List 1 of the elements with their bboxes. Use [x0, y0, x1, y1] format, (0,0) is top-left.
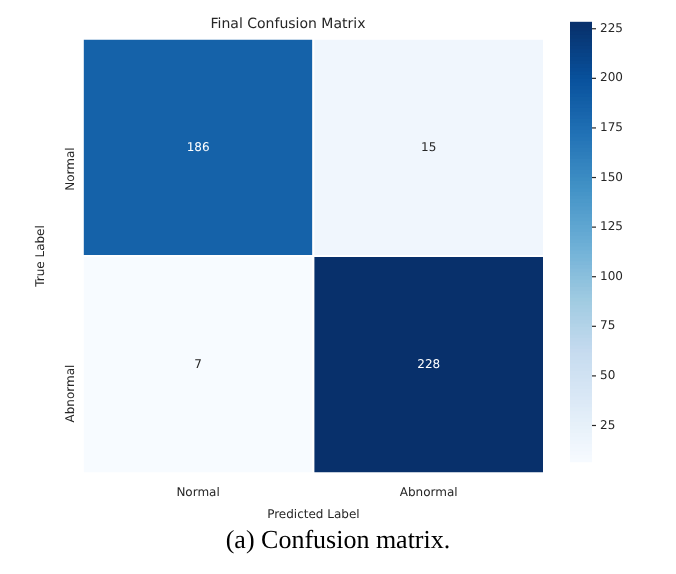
text: (a) Confusion matrix. [223, 524, 453, 556]
